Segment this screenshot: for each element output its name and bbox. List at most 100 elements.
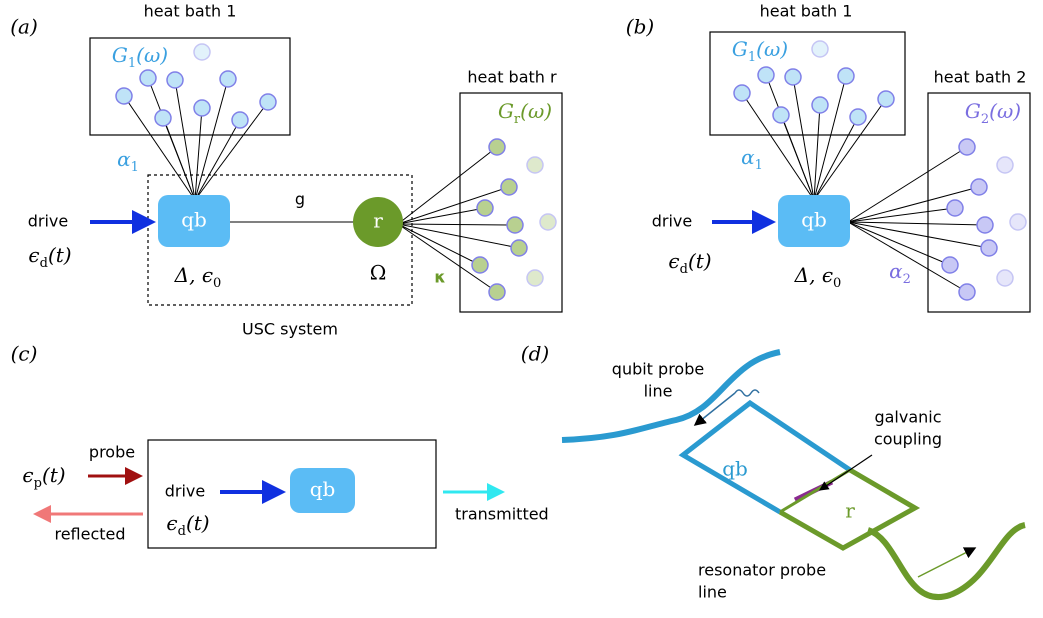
bath-mode bbox=[997, 157, 1013, 173]
qubit-parameters: Δ, ϵ0 bbox=[794, 263, 842, 292]
drive-field: ϵd(t) bbox=[668, 249, 711, 278]
argument: (t) bbox=[186, 511, 210, 535]
bath-mode bbox=[981, 240, 997, 256]
qubit-label: qb bbox=[722, 457, 748, 481]
symbol: G bbox=[732, 37, 748, 61]
symbol: α bbox=[117, 147, 131, 171]
bath-mode bbox=[220, 71, 236, 87]
coupling-label: galvanic bbox=[874, 408, 941, 427]
figure: (a)heat bath 1G1(ω)α1heat bath rGr(ω)gqb… bbox=[0, 0, 1043, 618]
qubit-parameters: Δ, ϵ0 bbox=[174, 263, 222, 292]
probe-line-label: qubit probe bbox=[612, 360, 704, 379]
bath-title: heat bath r bbox=[467, 68, 557, 87]
bath-mode bbox=[155, 110, 171, 126]
coupling-label: coupling bbox=[874, 430, 942, 449]
coupling-line bbox=[398, 224, 480, 265]
resonator-label: r bbox=[373, 209, 383, 233]
bath-mode bbox=[194, 44, 210, 60]
symbol: Δ, ϵ bbox=[174, 263, 213, 287]
qubit-label: qb bbox=[801, 208, 827, 232]
symbol: α bbox=[741, 145, 755, 169]
bath-mode bbox=[942, 257, 958, 273]
panel-label: (d) bbox=[521, 342, 549, 366]
bath-mode bbox=[1010, 214, 1026, 230]
bath-mode bbox=[977, 217, 993, 233]
coupling-line bbox=[793, 77, 814, 200]
symbol: G bbox=[965, 99, 981, 123]
symbol: G bbox=[498, 99, 514, 123]
coupling-line bbox=[814, 76, 846, 200]
bath-mode bbox=[116, 88, 132, 104]
symbol: ϵ bbox=[28, 243, 39, 267]
coupling-line bbox=[398, 224, 515, 225]
bath-mode bbox=[167, 72, 183, 88]
loss-rate: κ bbox=[434, 268, 445, 287]
qubit-label: qb bbox=[310, 477, 336, 501]
bath-mode bbox=[947, 200, 963, 216]
bath-mode bbox=[758, 67, 774, 83]
reflected-label: reflected bbox=[54, 525, 125, 544]
coupling-line bbox=[814, 105, 820, 200]
bath-mode bbox=[477, 200, 493, 216]
symbol: G bbox=[112, 43, 128, 67]
subscript: 0 bbox=[833, 276, 841, 291]
subscript: 2 bbox=[981, 112, 989, 127]
bath-mode bbox=[507, 217, 523, 233]
bath-mode bbox=[997, 270, 1013, 286]
coupling-constant: α1 bbox=[741, 145, 763, 174]
bath-mode bbox=[527, 270, 543, 286]
coupling-line bbox=[175, 80, 195, 200]
subscript: d bbox=[178, 524, 186, 539]
box bbox=[928, 93, 1030, 312]
bath-mode bbox=[140, 70, 156, 86]
bath-mode bbox=[785, 69, 801, 85]
spectrum: G1(ω) bbox=[732, 37, 788, 66]
coupling-label: g bbox=[295, 190, 305, 209]
bath-title: heat bath 1 bbox=[760, 2, 853, 21]
resonator-probe-line bbox=[868, 525, 1025, 597]
bath-title: heat bath 2 bbox=[934, 68, 1027, 87]
drive-field: ϵd(t) bbox=[28, 243, 71, 272]
bath-mode bbox=[971, 179, 987, 195]
probe-wave bbox=[918, 548, 975, 577]
bath-mode bbox=[773, 107, 789, 123]
qubit-loop bbox=[683, 403, 850, 512]
symbol: ϵ bbox=[166, 511, 177, 535]
bath-mode bbox=[878, 91, 894, 107]
symbol: α bbox=[889, 259, 903, 283]
argument: (ω) bbox=[989, 99, 1021, 123]
argument: (t) bbox=[48, 243, 72, 267]
drive-label: drive bbox=[28, 212, 69, 231]
drive-field: ϵd(t) bbox=[166, 511, 209, 540]
coupling-constant: α1 bbox=[117, 147, 139, 176]
system-label: USC system bbox=[242, 320, 338, 339]
bath-mode bbox=[489, 139, 505, 155]
resonator-frequency: Ω bbox=[370, 261, 387, 285]
subscript: 1 bbox=[755, 158, 763, 173]
bath-mode bbox=[734, 85, 750, 101]
coupling-line bbox=[163, 118, 195, 200]
subscript: 1 bbox=[128, 56, 136, 71]
bath-mode bbox=[812, 41, 828, 57]
bath-mode bbox=[850, 109, 866, 125]
subscript: d bbox=[680, 262, 688, 277]
bath-title: heat bath 1 bbox=[144, 2, 237, 21]
spectrum: G2(ω) bbox=[965, 99, 1021, 128]
spectrum: G1(ω) bbox=[112, 43, 168, 72]
coupling-constant: α2 bbox=[889, 259, 911, 288]
symbol: Δ, ϵ bbox=[794, 263, 833, 287]
bath-mode bbox=[812, 97, 828, 113]
bath-mode bbox=[511, 240, 527, 256]
subscript: 0 bbox=[213, 276, 221, 291]
symbol: ϵ bbox=[668, 249, 679, 273]
drive-label: drive bbox=[165, 482, 206, 501]
bath-mode bbox=[232, 112, 248, 128]
argument: (t) bbox=[42, 463, 66, 487]
subscript: 1 bbox=[748, 50, 756, 65]
argument: (ω) bbox=[136, 43, 168, 67]
resonator-label: r bbox=[845, 499, 855, 523]
bath-mode bbox=[194, 100, 210, 116]
subscript: d bbox=[40, 256, 48, 271]
probe-line-label: resonator probe bbox=[698, 561, 826, 580]
subscript: 2 bbox=[903, 272, 911, 287]
